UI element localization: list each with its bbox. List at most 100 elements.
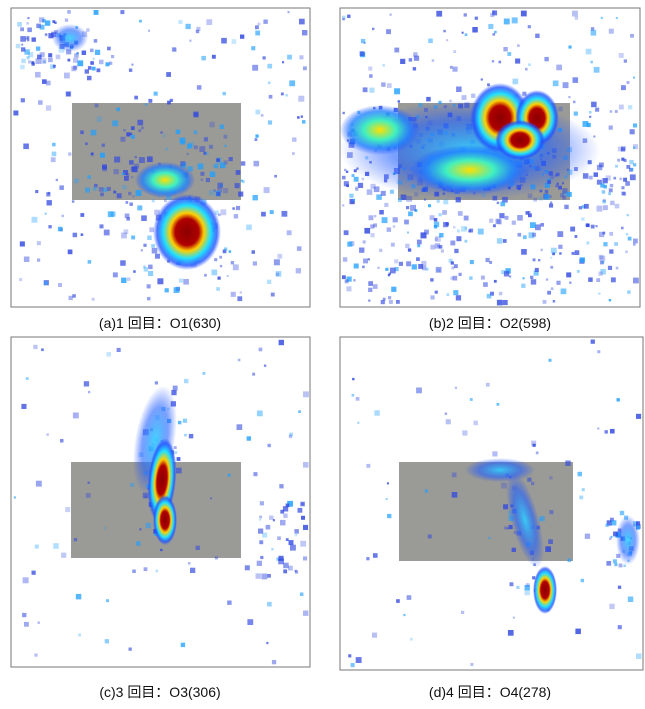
gaze-dot (342, 275, 346, 279)
gaze-dot (193, 112, 198, 117)
gaze-dot (121, 137, 126, 142)
gaze-dot (624, 159, 627, 162)
gaze-dot (201, 179, 204, 182)
gaze-dot (394, 259, 398, 263)
gaze-dot (256, 573, 262, 579)
gaze-dot (210, 497, 212, 499)
gaze-dot (389, 300, 393, 304)
gaze-dot (35, 72, 41, 78)
gaze-dot (259, 516, 262, 519)
gaze-dot (201, 56, 206, 61)
gaze-dot (605, 430, 608, 433)
gaze-dot (33, 345, 37, 349)
gaze-dot (539, 197, 543, 201)
gaze-dot (387, 514, 391, 518)
gaze-dot (19, 278, 22, 281)
gaze-dot (259, 540, 263, 544)
gaze-dot (231, 261, 234, 264)
gaze-dot (188, 562, 191, 565)
gaze-dot (617, 398, 620, 401)
gaze-dot (512, 17, 518, 23)
gaze-dot (174, 446, 177, 449)
gaze-dot (368, 300, 370, 302)
gaze-dot (178, 20, 182, 24)
gaze-dot (613, 559, 617, 563)
gaze-dot (610, 201, 615, 206)
gaze-dot (609, 29, 614, 34)
gaze-dot (368, 67, 372, 71)
gaze-dot (470, 663, 473, 666)
gaze-dot (374, 215, 376, 217)
gaze-dot (219, 256, 222, 259)
gaze-dot (394, 48, 399, 53)
gaze-dot (544, 194, 550, 200)
gaze-dot (462, 95, 467, 100)
gaze-dot (107, 47, 111, 51)
gaze-dot (237, 296, 242, 301)
gaze-dot (93, 58, 95, 60)
gaze-dot (122, 185, 127, 190)
panel-d: (d)4 回目：O4(278) (340, 337, 643, 700)
gaze-dot (550, 202, 552, 204)
gaze-dot (21, 47, 25, 51)
gaze-dot (134, 96, 138, 100)
gaze-dot (97, 117, 103, 123)
gaze-dot (488, 24, 493, 29)
gaze-dot (95, 50, 100, 55)
gaze-dot (124, 229, 129, 234)
gaze-dot (264, 365, 266, 367)
gaze-dot (266, 525, 271, 530)
gaze-dot (521, 284, 525, 288)
gaze-dot (509, 276, 511, 278)
gaze-dot (357, 422, 359, 424)
gaze-dot (147, 236, 152, 241)
gaze-dot (194, 145, 198, 149)
gaze-dot (368, 288, 372, 292)
gaze-dot (575, 250, 580, 255)
gaze-dot (131, 236, 135, 240)
gaze-dot (189, 434, 194, 439)
gaze-dot (183, 419, 187, 423)
gaze-dot (210, 172, 215, 177)
gaze-dot (452, 473, 457, 478)
gaze-dot (34, 654, 37, 657)
gaze-dot (240, 35, 244, 39)
gaze-dot (91, 130, 97, 136)
gaze-dot (27, 39, 30, 42)
gaze-dot (562, 188, 567, 193)
gaze-dot (621, 192, 625, 196)
gaze-dot (184, 434, 187, 437)
gaze-dot (206, 19, 212, 25)
gaze-dot (233, 264, 239, 270)
gaze-dot (512, 548, 516, 552)
gaze-dot (235, 183, 240, 188)
gaze-dot (356, 397, 360, 401)
gaze-dot (398, 198, 402, 202)
gaze-dot (48, 58, 53, 63)
gaze-dot (302, 120, 306, 124)
gaze-dot (24, 622, 29, 627)
gaze-dot (184, 379, 189, 384)
gaze-dot (76, 594, 82, 600)
gaze-dot (628, 237, 632, 241)
gaze-dot (405, 244, 409, 248)
gaze-dot (602, 190, 606, 194)
gaze-dot (272, 660, 276, 664)
gaze-dot (255, 25, 259, 29)
gaze-dot (141, 127, 144, 130)
gaze-dot (488, 537, 490, 539)
gaze-dot (603, 232, 606, 235)
gaze-dot (591, 340, 595, 344)
gaze-dot (132, 570, 136, 574)
gaze-dot (200, 172, 204, 176)
gaze-dot (283, 563, 289, 569)
gaze-dot (486, 258, 490, 262)
gaze-dot (549, 510, 553, 514)
gaze-dot (454, 264, 458, 268)
gaze-dot (369, 74, 373, 78)
gaze-dot (606, 561, 611, 566)
gaze-dot (503, 239, 507, 243)
gaze-dot (381, 191, 386, 196)
gaze-dot (513, 79, 519, 85)
gaze-dot (354, 264, 359, 269)
